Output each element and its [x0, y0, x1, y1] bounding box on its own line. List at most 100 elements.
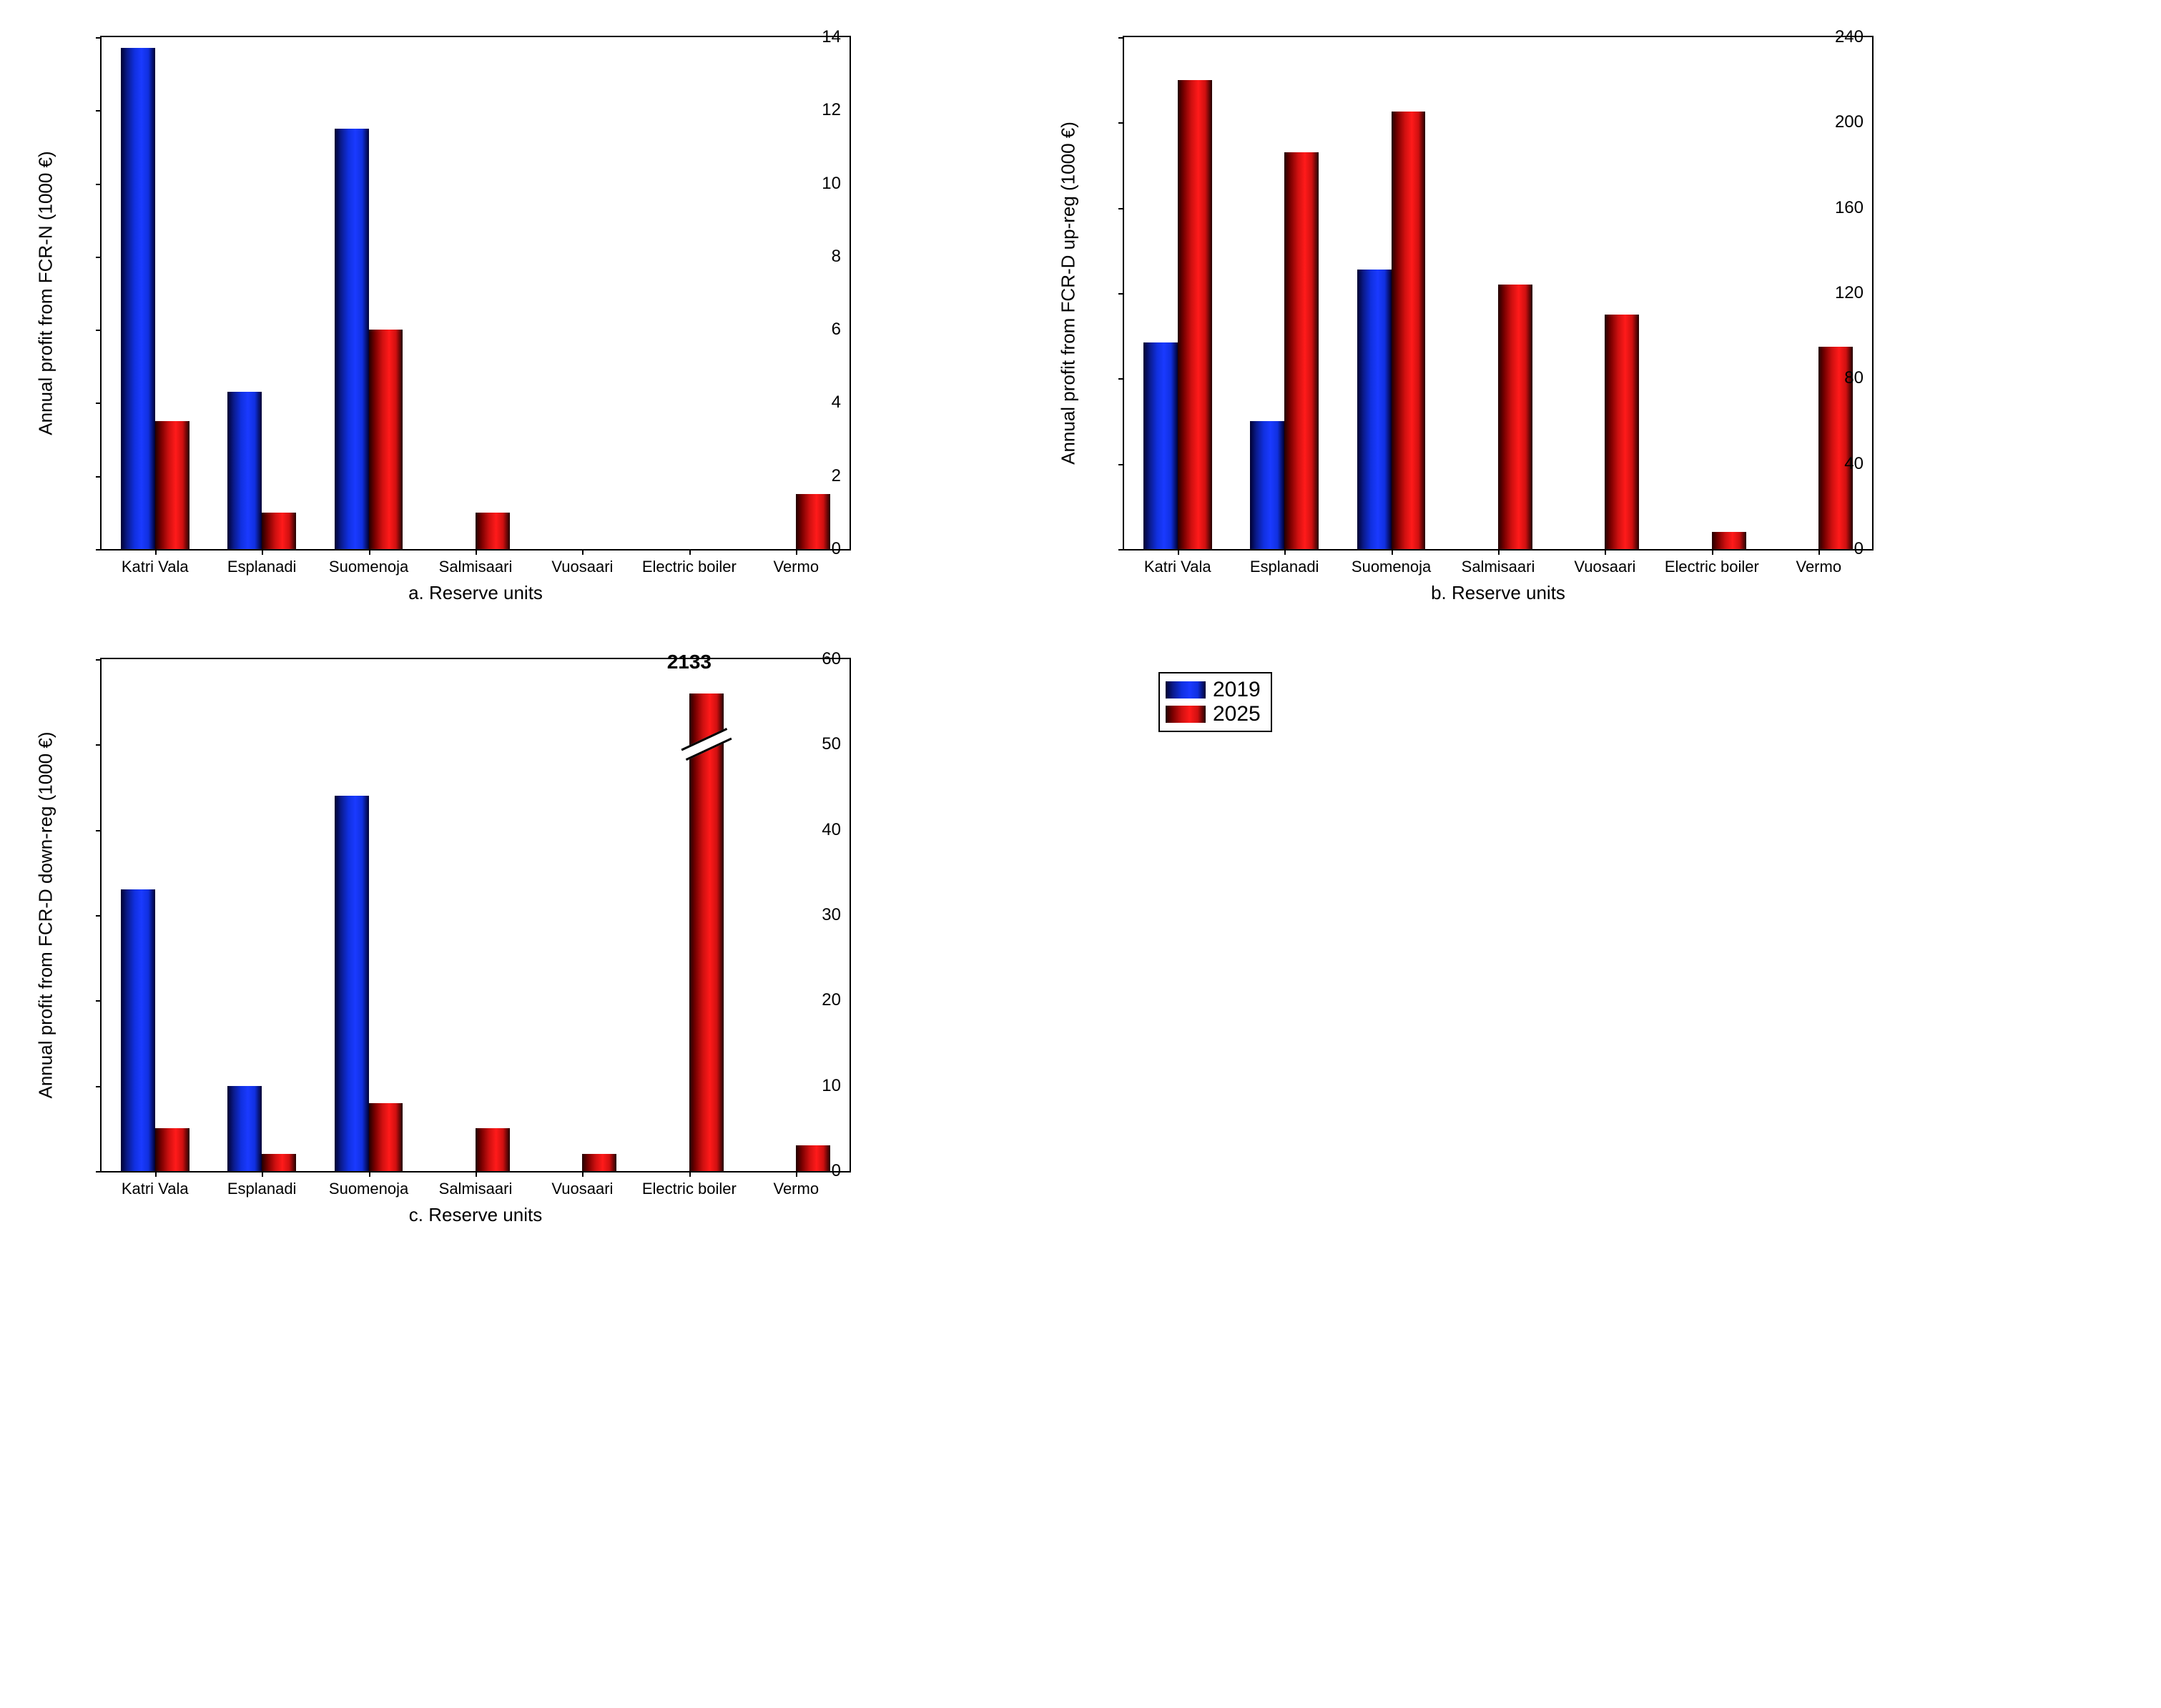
y-tick [96, 744, 102, 746]
x-tick-label: Katri Vala [1144, 558, 1211, 576]
x-tick [155, 1171, 157, 1177]
x-axis-label-c: c. Reserve units [409, 1204, 542, 1226]
legend-panel: 2019 2025 [1044, 643, 2024, 1237]
x-tick [689, 1171, 691, 1177]
x-tick [262, 549, 263, 555]
x-tick [582, 1171, 584, 1177]
y-axis-label-c: Annual profit from FCR-D down-reg (1000 … [35, 732, 57, 1099]
bar-annotation: 2133 [667, 651, 712, 673]
x-tick-label: Vermo [773, 558, 819, 576]
bar [262, 513, 296, 549]
y-tick [96, 830, 102, 831]
plot-area-c: 2133 [102, 659, 850, 1171]
bar [582, 1154, 616, 1171]
y-tick [1118, 37, 1124, 39]
y-tick-label: 240 [1835, 27, 1864, 47]
x-tick-label: Vermo [1796, 558, 1841, 576]
x-tick [1712, 549, 1713, 555]
y-tick [1118, 464, 1124, 465]
x-tick [1284, 549, 1286, 555]
y-tick-label: 4 [832, 393, 841, 413]
x-tick-label: Vuosaari [551, 1180, 613, 1198]
bar [1712, 532, 1746, 549]
chart-frame-a: Annual profit from FCR-N (1000 €) a. Res… [100, 36, 851, 551]
legend-label-2019: 2019 [1213, 678, 1261, 702]
x-tick-label: Salmisaari [1462, 558, 1535, 576]
x-tick [1818, 549, 1820, 555]
bar [262, 1154, 296, 1171]
chart-wrap-a: Annual profit from FCR-N (1000 €) a. Res… [21, 21, 1001, 615]
x-tick [796, 1171, 797, 1177]
y-tick [96, 1000, 102, 1002]
bar [155, 1128, 189, 1171]
bar [121, 48, 155, 549]
panel-b: Annual profit from FCR-D up-reg (1000 €)… [1044, 21, 2024, 615]
plot-area-a [102, 37, 850, 549]
y-tick [96, 184, 102, 185]
x-tick [476, 1171, 477, 1177]
x-axis-label-b: b. Reserve units [1431, 582, 1565, 604]
bar [1357, 270, 1392, 549]
legend-swatch-2025 [1166, 706, 1206, 723]
x-tick [1178, 549, 1179, 555]
y-tick-label: 40 [1844, 454, 1864, 474]
x-tick-label: Esplanadi [227, 558, 297, 576]
x-tick [476, 549, 477, 555]
x-tick-label: Esplanadi [1250, 558, 1319, 576]
x-tick-label: Katri Vala [122, 558, 189, 576]
x-tick-label: Katri Vala [122, 1180, 189, 1198]
y-tick-label: 160 [1835, 198, 1864, 218]
bar [796, 1145, 830, 1171]
x-tick [1605, 549, 1606, 555]
y-tick [1118, 378, 1124, 380]
y-tick-label: 20 [822, 990, 841, 1010]
bar [1178, 80, 1212, 549]
x-tick-label: Vuosaari [551, 558, 613, 576]
bar [335, 796, 369, 1171]
x-tick-label: Salmisaari [439, 1180, 513, 1198]
y-tick-label: 0 [1854, 539, 1864, 559]
bar [121, 889, 155, 1171]
x-tick-label: Suomenoja [329, 1180, 408, 1198]
y-tick [96, 37, 102, 39]
x-axis-label-a: a. Reserve units [408, 582, 543, 604]
chart-frame-c: 2133 Annual profit from FCR-D down-reg (… [100, 658, 851, 1173]
bar [689, 693, 724, 1171]
x-tick-label: Vuosaari [1574, 558, 1635, 576]
plot-area-b [1124, 37, 1872, 549]
bar [1143, 342, 1178, 549]
y-tick-label: 10 [822, 1076, 841, 1096]
x-tick [582, 549, 584, 555]
y-tick [96, 1171, 102, 1173]
x-tick-label: Electric boiler [1665, 558, 1759, 576]
bar [796, 494, 830, 549]
bar [155, 421, 189, 549]
y-tick-label: 60 [822, 649, 841, 669]
x-tick [369, 1171, 370, 1177]
chart-frame-b: Annual profit from FCR-D up-reg (1000 €)… [1123, 36, 1874, 551]
y-tick [96, 476, 102, 478]
y-tick-label: 10 [822, 174, 841, 194]
legend-label-2025: 2025 [1213, 702, 1261, 726]
x-tick [155, 549, 157, 555]
y-tick [1118, 549, 1124, 551]
y-tick-label: 50 [822, 734, 841, 754]
bar [476, 513, 510, 549]
y-tick [1118, 293, 1124, 295]
legend-row-2025: 2025 [1166, 702, 1261, 726]
bar [369, 1103, 403, 1171]
y-axis-label-b: Annual profit from FCR-D up-reg (1000 €) [1058, 122, 1080, 465]
bar [369, 330, 403, 549]
bar [335, 129, 369, 549]
y-tick [96, 110, 102, 112]
legend-box: 2019 2025 [1158, 672, 1272, 732]
y-tick [1118, 208, 1124, 209]
y-tick-label: 80 [1844, 368, 1864, 388]
chart-wrap-c: 2133 Annual profit from FCR-D down-reg (… [21, 643, 1001, 1237]
x-tick [1392, 549, 1393, 555]
y-tick-label: 0 [832, 539, 841, 559]
x-tick [689, 549, 691, 555]
y-tick-label: 2 [832, 466, 841, 486]
y-tick [96, 257, 102, 258]
chart-wrap-b: Annual profit from FCR-D up-reg (1000 €)… [1044, 21, 2024, 615]
